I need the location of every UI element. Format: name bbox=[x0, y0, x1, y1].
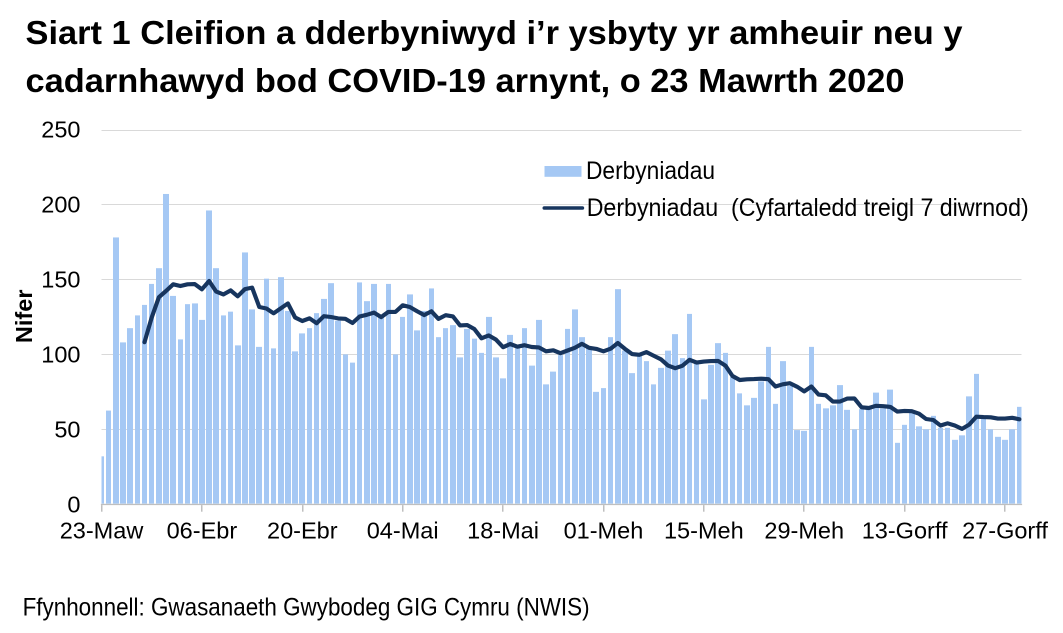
svg-text:23-Maw: 23-Maw bbox=[60, 518, 145, 544]
svg-text:Derbyniadau (Cyfartaledd trei: Derbyniadau (Cyfartaledd treigl 7 diwrno… bbox=[587, 194, 1029, 222]
svg-text:250: 250 bbox=[41, 117, 80, 143]
svg-text:13-Gorff: 13-Gorff bbox=[862, 518, 948, 544]
svg-text:cadarnhawyd bod COVID-19 arnyn: cadarnhawyd bod COVID-19 arnynt, o 23 Ma… bbox=[26, 62, 905, 99]
svg-text:29-Meh: 29-Meh bbox=[764, 518, 844, 544]
svg-text:27-Gorff: 27-Gorff bbox=[962, 518, 1048, 544]
svg-text:Nifer: Nifer bbox=[11, 290, 37, 344]
svg-text:20-Ebr: 20-Ebr bbox=[267, 518, 338, 544]
svg-text:01-Meh: 01-Meh bbox=[564, 518, 644, 544]
svg-text:50: 50 bbox=[54, 416, 80, 442]
svg-text:200: 200 bbox=[41, 191, 80, 217]
svg-text:15-Meh: 15-Meh bbox=[664, 518, 744, 544]
svg-text:0: 0 bbox=[67, 491, 80, 517]
svg-text:06-Ebr: 06-Ebr bbox=[167, 518, 238, 544]
svg-text:150: 150 bbox=[41, 266, 80, 292]
svg-text:18-Mai: 18-Mai bbox=[467, 518, 539, 544]
svg-text:Derbyniadau: Derbyniadau bbox=[586, 157, 715, 185]
svg-text:100: 100 bbox=[41, 341, 80, 367]
svg-text:Ffynhonnell: Gwasanaeth Gwybod: Ffynhonnell: Gwasanaeth Gwybodeg GIG Cym… bbox=[23, 593, 590, 621]
svg-text:04-Mai: 04-Mai bbox=[367, 518, 439, 544]
svg-text:Siart 1 Cleifion a dderbyniwyd: Siart 1 Cleifion a dderbyniwyd i’r ysbyt… bbox=[26, 14, 964, 51]
